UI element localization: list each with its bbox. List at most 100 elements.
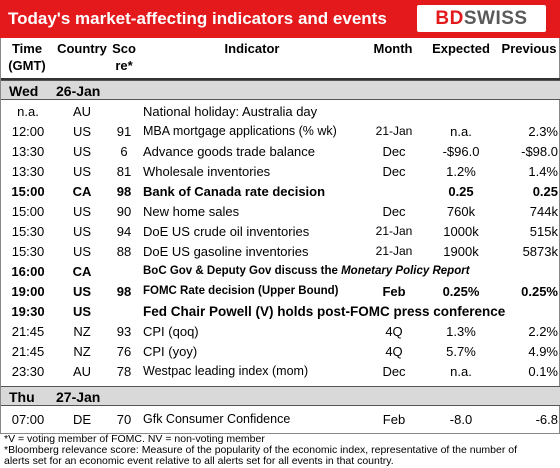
cell-time: 15:30 [11, 244, 45, 259]
cell-prev: 1.4% [528, 164, 558, 179]
cell-ind: Advance goods trade balance [143, 144, 316, 159]
cell-country: AU [72, 364, 92, 379]
cell-exp: 0.25 [448, 184, 474, 199]
header-month: Month [373, 41, 413, 56]
header-time: Time (GMT) [8, 41, 46, 73]
cell-score: 98 [116, 184, 132, 199]
cell-score: 91 [116, 124, 132, 139]
cell-score: 6 [120, 144, 128, 159]
cell-country: NZ [73, 344, 91, 359]
cell-exp: n.a. [450, 124, 472, 139]
cell-exp: 1900k [443, 244, 479, 259]
banner-title: Today's market-affecting indicators and … [8, 9, 387, 28]
cell-time: 13:30 [11, 144, 45, 159]
cell-time: 07:00 [11, 412, 45, 427]
table-row: 15:00 CA 98 Bank of Canada rate decision… [1, 182, 560, 202]
cell-exp: -$96.0 [442, 144, 480, 159]
cell-country: US [72, 244, 92, 259]
cell-score: 98 [116, 284, 132, 299]
cell-time: 19:30 [11, 304, 45, 319]
table-row: 13:30 US 81 Wholesale inventories Dec 1.… [1, 162, 560, 182]
cell-score: 70 [116, 412, 132, 427]
table-row: 21:45 NZ 76 CPI (yoy) 4Q 5.7% 4.9% [1, 342, 560, 362]
cell-score: 81 [116, 164, 132, 179]
cell-time: 15:00 [11, 184, 45, 199]
table-row: 15:30 US 88 DoE US gasoline inventories … [1, 242, 560, 262]
cell-prev: 744k [529, 204, 558, 219]
cell-month: 21-Jan [375, 244, 413, 258]
cell-month: 21-Jan [375, 224, 413, 238]
cell-time: 12:00 [11, 124, 45, 139]
cell-prev: 4.9% [528, 344, 558, 359]
cell-country: CA [72, 264, 92, 279]
day-row-thu: Thu 27-Jan [1, 386, 560, 406]
cell-exp: 1000k [443, 224, 479, 239]
cell-time: 19:00 [11, 284, 45, 299]
cell-score: 76 [116, 344, 132, 359]
cell-country: AU [72, 104, 92, 119]
cell-prev: 0.1% [528, 364, 558, 379]
cell-month: Dec [382, 144, 406, 159]
cell-country: NZ [73, 324, 91, 339]
cell-country: US [72, 204, 92, 219]
bdswiss-logo: BDSWISS [417, 5, 546, 32]
cell-ind: CPI (qoq) [143, 324, 199, 339]
cell-prev: -6.8 [535, 412, 558, 427]
header-score: Sco re* [112, 41, 136, 73]
footnote-relevance-cont: alerts set for an economic event relativ… [4, 455, 394, 467]
cell-country: US [72, 304, 92, 319]
cell-month: 21-Jan [375, 124, 413, 138]
cell-ind: DoE US crude oil inventories [143, 224, 310, 239]
cell-ind: New home sales [143, 204, 240, 219]
cell-month: Dec [382, 204, 406, 219]
cell-ind: Gfk Consumer Confidence [143, 412, 291, 426]
table-row: 12:00 US 91 MBA mortgage applications (%… [1, 122, 560, 142]
header-divider [1, 78, 560, 80]
cell-score: 94 [116, 224, 132, 239]
cell-ind: Bank of Canada rate decision [143, 184, 326, 199]
cell-prev: -$98.0 [521, 144, 558, 159]
cell-score: 90 [116, 204, 132, 219]
cell-ind: Westpac leading index (mom) [143, 364, 309, 378]
cell-score: 88 [116, 244, 132, 259]
cell-country: DE [72, 412, 92, 427]
cell-exp: 5.7% [446, 344, 476, 359]
logo-text-bd: BD [435, 8, 464, 29]
cell-prev: 5873k [522, 244, 558, 259]
table-row: 15:30 US 94 DoE US crude oil inventories… [1, 222, 560, 242]
table-row: 15:00 US 90 New home sales Dec 760k 744k [1, 202, 560, 222]
cell-score: 93 [116, 324, 132, 339]
banner: Today's market-affecting indicators and … [0, 0, 560, 38]
cell-country: US [72, 284, 92, 299]
cell-country: CA [72, 184, 92, 199]
cell-ind: FOMC Rate decision (Upper Bound) [143, 285, 339, 297]
cell-ind: CPI (yoy) [143, 344, 198, 359]
table-row: 19:00 US 98 FOMC Rate decision (Upper Bo… [1, 282, 560, 302]
cell-prev: 0.25 [532, 184, 558, 199]
table-row: n.a. AU National holiday: Australia day [1, 102, 560, 122]
cell-prev: 515k [529, 224, 558, 239]
cell-ind: DoE US gasoline inventories [143, 244, 309, 259]
cell-ind: BoC Gov & Deputy Gov discuss the Monetar… [143, 265, 470, 277]
cell-time: 21:45 [11, 324, 45, 339]
table-row: 07:00 DE 70 Gfk Consumer Confidence Feb … [1, 410, 560, 430]
cell-ind: Wholesale inventories [143, 164, 271, 179]
cell-prev: 2.2% [528, 324, 558, 339]
cell-score: 78 [116, 364, 132, 379]
cell-time: n.a. [17, 104, 39, 119]
cell-ind: Fed Chair Powell (V) holds post-FOMC pre… [143, 304, 506, 319]
table-row: 13:30 US 6 Advance goods trade balance D… [1, 142, 560, 162]
table-row: 16:00 CA BoC Gov & Deputy Gov discuss th… [1, 262, 560, 282]
cell-month: 4Q [385, 344, 403, 359]
cell-exp: 760k [446, 204, 476, 219]
cell-time: 23:30 [11, 364, 45, 379]
table-row: 23:30 AU 78 Westpac leading index (mom) … [1, 362, 560, 382]
cell-exp: n.a. [450, 364, 472, 379]
cell-country: US [72, 164, 92, 179]
day-row-wed: Wed 26-Jan [1, 80, 560, 100]
cell-month: Dec [382, 164, 406, 179]
cell-time: 16:00 [11, 264, 45, 279]
cell-month: 4Q [385, 324, 403, 339]
cell-country: US [72, 124, 92, 139]
table-row: 21:45 NZ 93 CPI (qoq) 4Q 1.3% 2.2% [1, 322, 560, 342]
